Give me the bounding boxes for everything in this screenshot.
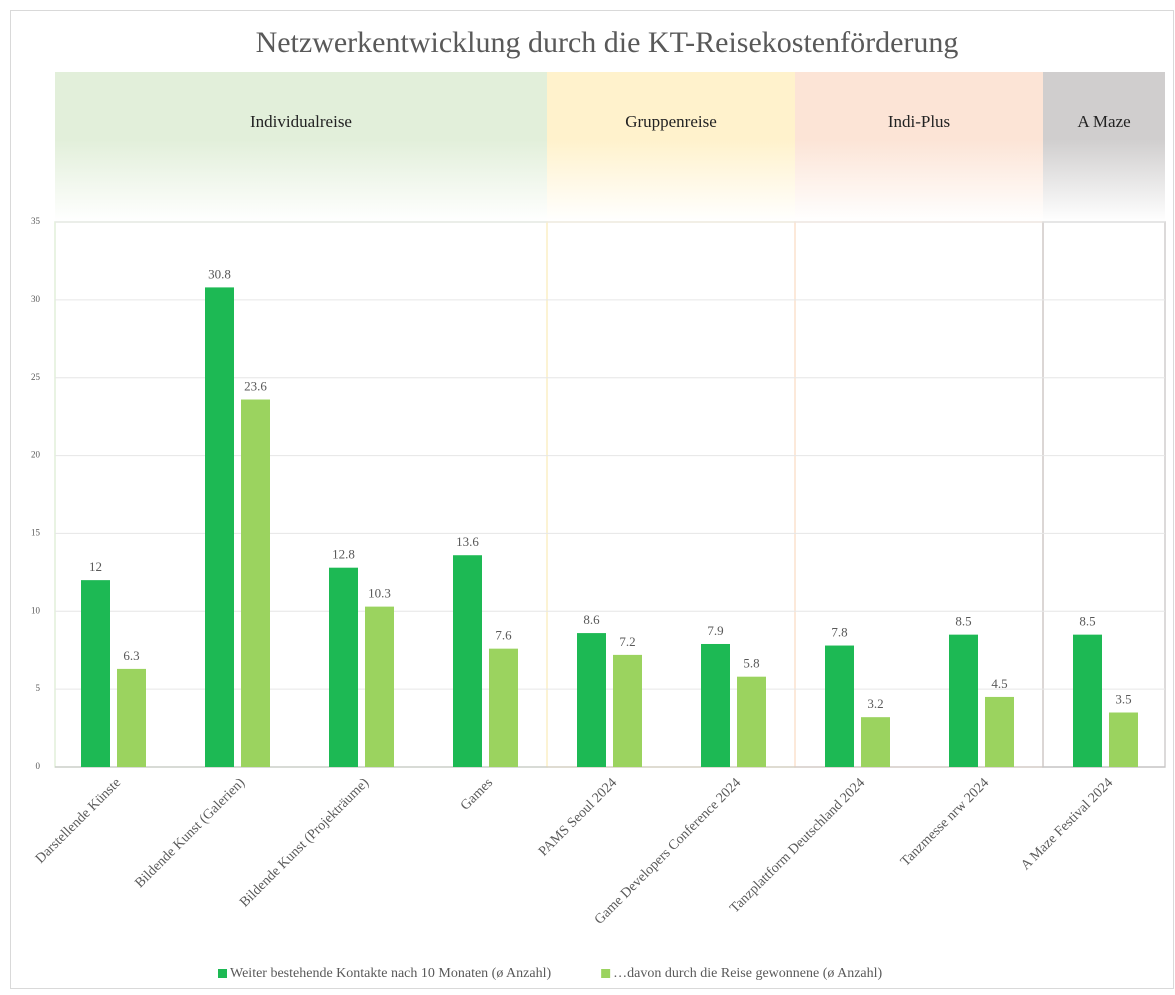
data-label: 3.5 <box>1115 691 1131 706</box>
bar <box>205 287 234 767</box>
data-label: 5.8 <box>743 656 759 671</box>
bar <box>1073 634 1102 767</box>
data-label: 30.8 <box>208 266 231 281</box>
chart-title: Netzwerkentwicklung durch die KT-Reiseko… <box>256 26 959 59</box>
data-label: 10.3 <box>368 586 391 601</box>
bar <box>365 606 394 767</box>
bar <box>825 645 854 767</box>
bar <box>489 648 518 767</box>
data-label: 8.6 <box>583 612 600 627</box>
data-label: 3.2 <box>867 696 883 711</box>
group-band <box>795 72 1043 222</box>
bar <box>117 668 146 767</box>
bar <box>453 555 482 767</box>
bar <box>329 567 358 767</box>
y-tick-label: 10 <box>31 605 41 615</box>
group-label: A Maze <box>1077 112 1130 131</box>
data-label: 23.6 <box>244 378 267 393</box>
group-band <box>55 72 547 222</box>
y-tick-label: 5 <box>36 683 41 693</box>
bar <box>949 634 978 767</box>
y-tick-label: 0 <box>36 761 41 771</box>
data-label: 7.8 <box>831 625 847 640</box>
group-label: Individualreise <box>250 112 352 131</box>
data-label: 8.5 <box>955 614 971 629</box>
bar <box>613 654 642 767</box>
bar <box>861 717 890 767</box>
bar <box>701 643 730 767</box>
data-label: 7.6 <box>495 628 512 643</box>
data-label: 12 <box>89 559 102 574</box>
group-label: Gruppenreise <box>625 112 717 131</box>
legend: Weiter bestehende Kontakte nach 10 Monat… <box>218 966 883 981</box>
data-label: 6.3 <box>123 648 139 663</box>
legend-swatch <box>218 969 227 978</box>
legend-label: …davon durch die Reise gewonnene (ø Anza… <box>613 966 882 981</box>
data-label: 4.5 <box>991 676 1007 691</box>
y-tick-label: 30 <box>31 294 41 304</box>
data-label: 7.9 <box>707 623 723 638</box>
data-label: 13.6 <box>456 534 479 549</box>
y-tick-label: 20 <box>31 450 41 460</box>
y-tick-label: 15 <box>31 527 41 537</box>
y-tick-label: 35 <box>31 216 41 226</box>
data-label: 8.5 <box>1079 614 1095 629</box>
legend-label: Weiter bestehende Kontakte nach 10 Monat… <box>230 966 551 981</box>
bar <box>985 696 1014 767</box>
group-band <box>547 72 795 222</box>
group-band <box>1043 72 1165 222</box>
legend-swatch <box>601 969 611 978</box>
group-label: Indi-Plus <box>888 112 950 131</box>
data-label: 12.8 <box>332 547 355 562</box>
y-tick-label: 25 <box>31 372 41 382</box>
bar <box>241 399 270 767</box>
bar <box>577 633 606 767</box>
bar <box>81 580 110 767</box>
bar <box>737 676 766 767</box>
bar <box>1109 712 1138 767</box>
data-label: 7.2 <box>619 634 635 649</box>
